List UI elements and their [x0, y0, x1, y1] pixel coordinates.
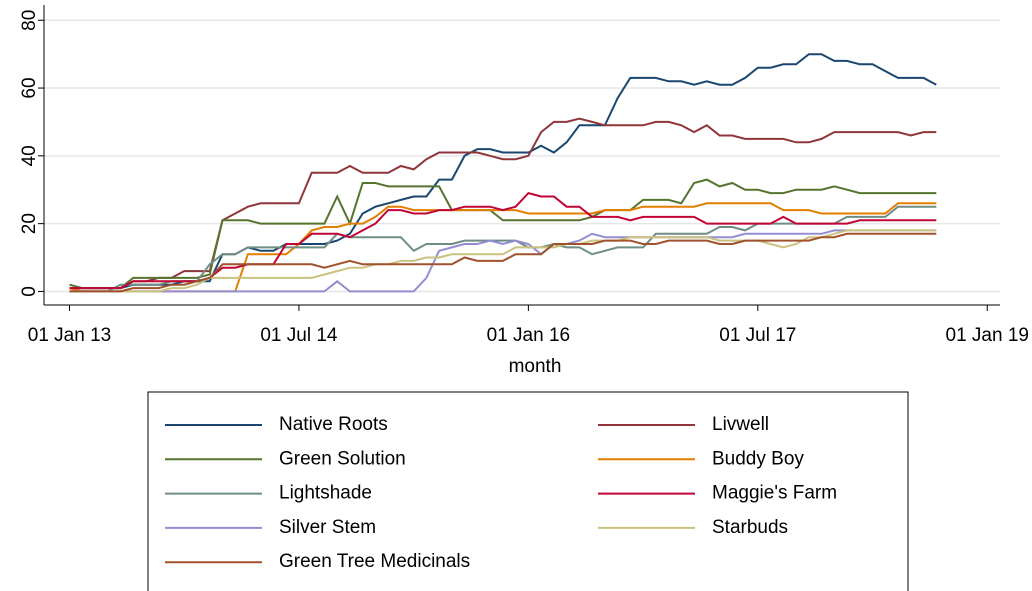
legend-label: Green Solution — [279, 448, 406, 469]
x-tick-label: 01 Jan 13 — [28, 325, 111, 346]
series-line — [69, 53, 937, 290]
legend-label: Buddy Boy — [712, 448, 804, 469]
series-line — [69, 232, 937, 293]
x-tick-label: 01 Jan 16 — [487, 325, 570, 346]
legend-label: Maggie's Farm — [712, 483, 837, 504]
x-tick-label: 01 Jan 19 — [946, 325, 1029, 346]
x-axis-label: month — [509, 356, 562, 377]
series-line — [69, 229, 937, 293]
y-tick-label: 20 — [19, 213, 40, 234]
legend-label: Native Roots — [279, 414, 388, 435]
legend-label: Green Tree Medicinals — [279, 551, 470, 572]
legend-label: Livwell — [712, 414, 769, 435]
legend-label: Silver Stem — [279, 517, 376, 538]
legend-label: Lightshade — [279, 483, 372, 504]
series-line — [69, 178, 937, 290]
x-tick-label: 01 Jul 14 — [260, 325, 338, 346]
series-line — [69, 229, 937, 293]
series-line — [69, 117, 937, 290]
y-tick-label: 60 — [19, 77, 40, 98]
legend-label: Starbuds — [712, 517, 788, 538]
series-line — [69, 205, 937, 293]
y-tick-label: 40 — [19, 145, 40, 166]
legend-box — [147, 391, 909, 591]
y-tick-label: 80 — [19, 10, 40, 31]
y-tick-label: 0 — [19, 286, 40, 297]
x-tick-label: 01 Jul 17 — [719, 325, 796, 346]
